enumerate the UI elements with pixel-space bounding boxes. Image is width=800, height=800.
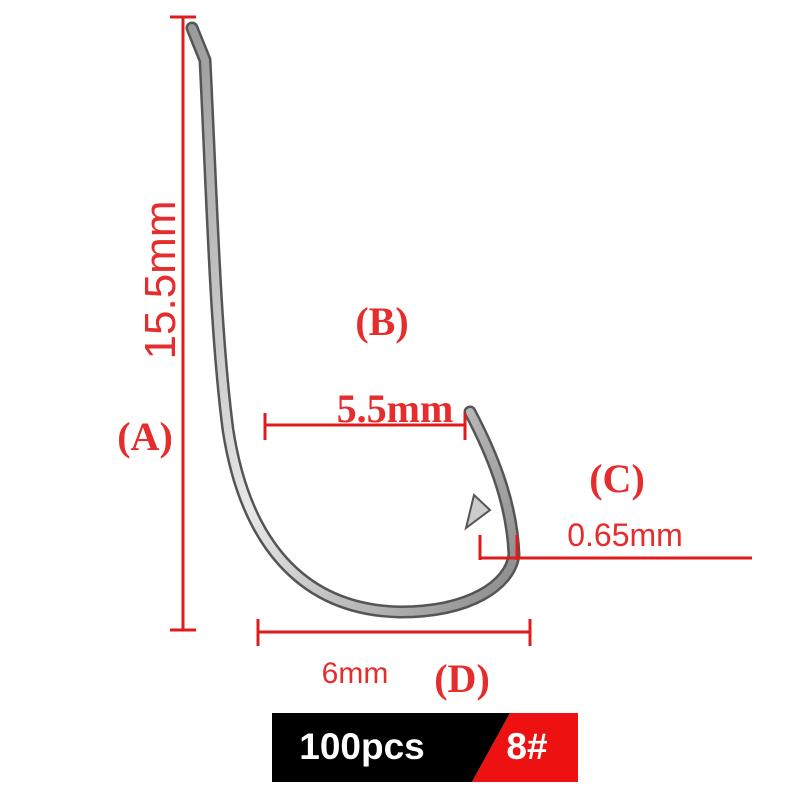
hook <box>185 21 521 619</box>
dimension-a-size: 15.5mm <box>136 201 185 360</box>
dimension-b-line <box>263 413 467 440</box>
dimension-d-line <box>256 619 532 646</box>
badge: 100pcs 8# <box>272 713 578 782</box>
dimension-a-label: (A) <box>117 414 173 459</box>
dimension-c-label: (C) <box>589 456 645 501</box>
dimension-a-line <box>170 15 196 632</box>
dimension-b-label: (B) <box>355 299 408 344</box>
dimension-d-label: (D) <box>434 656 490 701</box>
dimension-c-size: 0.65mm <box>567 517 683 553</box>
badge-size: 8# <box>506 726 547 767</box>
dimension-d-size: 6mm <box>322 657 389 690</box>
dimension-c-line <box>478 535 752 560</box>
badge-quantity: 100pcs <box>299 726 425 767</box>
